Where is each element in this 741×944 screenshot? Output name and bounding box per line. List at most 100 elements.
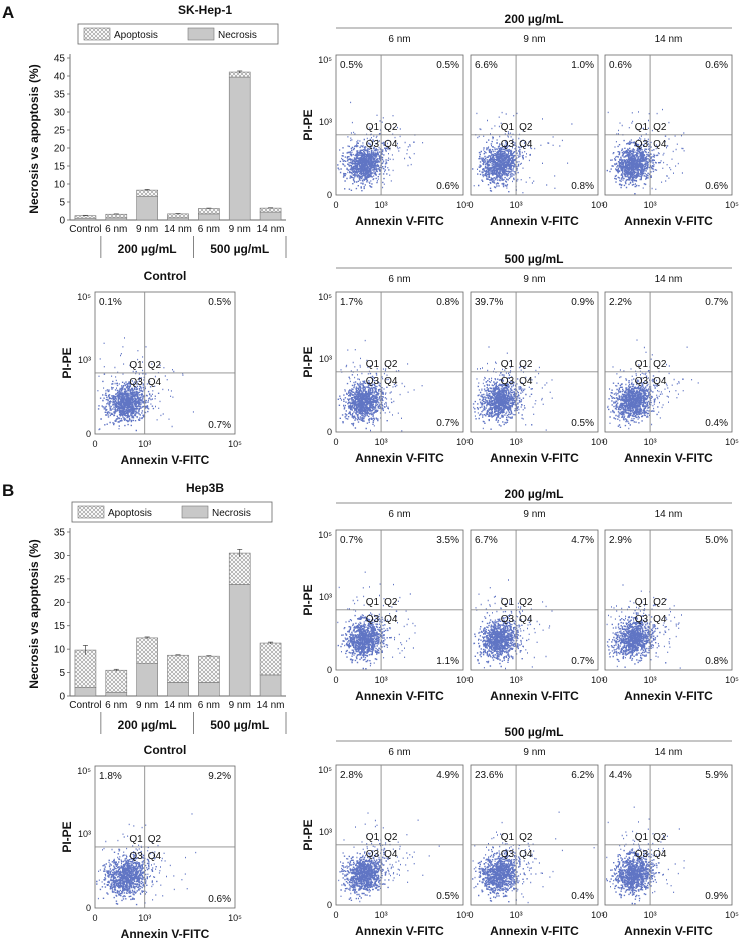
x-axis-label: Annexin V-FITC xyxy=(355,689,444,703)
quadrant-tag-q4: Q4 xyxy=(519,849,533,860)
bar-apoptosis xyxy=(74,649,97,688)
quadrant-tag-q2: Q2 xyxy=(384,597,398,608)
y-tick: 0 xyxy=(327,900,332,910)
quadrant-tag-q1: Q1 xyxy=(635,359,649,370)
cells-dots xyxy=(472,346,553,431)
dot-cloud xyxy=(472,111,573,194)
x-tick: 10⁵ xyxy=(725,200,739,210)
y-tick-label: 25 xyxy=(54,126,66,137)
percent-q2: 9.2% xyxy=(208,771,231,782)
percent-q2: 4.7% xyxy=(571,535,594,546)
percent-q1: 0.7% xyxy=(340,535,363,546)
x-tick: 0 xyxy=(468,200,473,210)
cells-dots xyxy=(606,584,682,669)
x-tick: 10³ xyxy=(644,910,657,920)
bar-apoptosis xyxy=(259,207,282,213)
group-title: 200 µg/mL xyxy=(505,487,564,501)
x-tick: 0 xyxy=(602,437,607,447)
percent-q1: 2.2% xyxy=(609,297,632,308)
plot-subtitle: 6 nm xyxy=(388,509,410,520)
quadrant-tag-q3: Q3 xyxy=(366,376,380,387)
bar-apoptosis xyxy=(167,654,189,683)
flow-plot: Q1 Q2 Q3 Q4 2.9% 5.0% 0.8% 0 10³ 10⁵ Annexin V-FIT… xyxy=(602,529,739,703)
percent-q1: 6.6% xyxy=(475,60,498,71)
plot-frame xyxy=(604,291,733,433)
quadrant-tag-q2: Q2 xyxy=(519,359,533,370)
cells-dots xyxy=(606,108,685,195)
y-tick-label: 0 xyxy=(59,692,65,703)
quadrant-tag-q4: Q4 xyxy=(148,851,162,862)
cells-dots xyxy=(473,579,553,670)
percent-q2: 4.9% xyxy=(436,770,459,781)
control-title: Control xyxy=(144,743,187,757)
percent-q1: 1.7% xyxy=(340,297,363,308)
quadrant-tag-q3: Q3 xyxy=(635,139,649,150)
y-tick-label: 20 xyxy=(54,144,66,155)
quadrant-tag-q1: Q1 xyxy=(635,832,649,843)
x-axis-label: Annexin V-FITC xyxy=(490,689,579,703)
bar-necrosis xyxy=(259,211,282,221)
percent-q4: 0.5% xyxy=(436,891,459,902)
bar-necrosis xyxy=(136,195,158,221)
quadrant-tag-q3: Q3 xyxy=(501,139,515,150)
y-axis-label: PI-PE xyxy=(60,347,74,378)
dot-cloud xyxy=(337,101,424,192)
x-tick: 10³ xyxy=(375,200,388,210)
percent-q1: 0.5% xyxy=(340,60,363,71)
y-tick: 10⁵ xyxy=(77,766,91,776)
x-tick: 10⁵ xyxy=(456,437,470,447)
cells-dots xyxy=(96,813,197,906)
percent-q4: 0.6% xyxy=(436,181,459,192)
x-tick: 10³ xyxy=(644,437,657,447)
bar-necrosis xyxy=(105,217,128,221)
quadrant-tag-q4: Q4 xyxy=(653,376,667,387)
y-tick: 10⁵ xyxy=(318,765,332,775)
quadrant-tag-q3: Q3 xyxy=(635,614,649,625)
y-tick-label: 10 xyxy=(54,645,66,656)
x-tick: 10³ xyxy=(644,200,657,210)
category-label: 9 nm xyxy=(136,700,158,711)
legend-label-apoptosis: Apoptosis xyxy=(114,30,158,41)
y-tick: 10⁵ xyxy=(318,530,332,540)
percent-q1: 1.8% xyxy=(99,771,122,782)
y-tick: 10³ xyxy=(319,827,332,837)
quadrant-tag-q2: Q2 xyxy=(653,597,667,608)
percent-q1: 4.4% xyxy=(609,770,632,781)
x-tick: 10⁵ xyxy=(456,200,470,210)
x-tick: 10³ xyxy=(375,675,388,685)
x-axis-label: Annexin V-FITC xyxy=(624,451,713,465)
y-axis-label: PI-PE xyxy=(301,109,315,140)
quadrant-tag-q3: Q3 xyxy=(635,376,649,387)
dot-cloud xyxy=(472,346,553,431)
bar-necrosis xyxy=(228,76,251,221)
y-tick: 10³ xyxy=(319,117,332,127)
percent-q1: 6.7% xyxy=(475,535,498,546)
group-label: 500 µg/mL xyxy=(210,242,269,256)
quadrant-tag-q4: Q4 xyxy=(653,614,667,625)
y-axis-label: PI-PE xyxy=(301,584,315,615)
percent-q4: 0.4% xyxy=(705,418,728,429)
legend: Apoptosis Necrosis xyxy=(77,23,279,45)
chart-title: SK-Hep-1 xyxy=(178,3,232,17)
x-tick: 10⁵ xyxy=(456,910,470,920)
x-tick: 0 xyxy=(602,910,607,920)
dot-cloud xyxy=(337,571,416,670)
category-label: 9 nm xyxy=(229,700,251,711)
percent-q1: 2.8% xyxy=(340,770,363,781)
dot-cloud xyxy=(606,108,685,195)
quadrant-tag-q2: Q2 xyxy=(384,832,398,843)
quadrant-tag-q4: Q4 xyxy=(519,139,533,150)
bar-apoptosis xyxy=(136,189,158,197)
dot-cloud xyxy=(472,811,595,904)
percent-q4: 0.6% xyxy=(208,894,231,905)
plot-subtitle: 6 nm xyxy=(388,747,410,758)
category-label: 6 nm xyxy=(198,700,220,711)
flow-plot: Q1 Q2 Q3 Q4 1.8% 9.2% 0.6% 0 10³ 10⁵ 0 10³ 10⁵ PI-PE A… xyxy=(60,765,242,941)
bar-apoptosis xyxy=(198,208,220,215)
quadrant-tag-q3: Q3 xyxy=(366,139,380,150)
group-label: 200 µg/mL xyxy=(118,242,177,256)
percent-q4: 0.7% xyxy=(208,420,231,431)
